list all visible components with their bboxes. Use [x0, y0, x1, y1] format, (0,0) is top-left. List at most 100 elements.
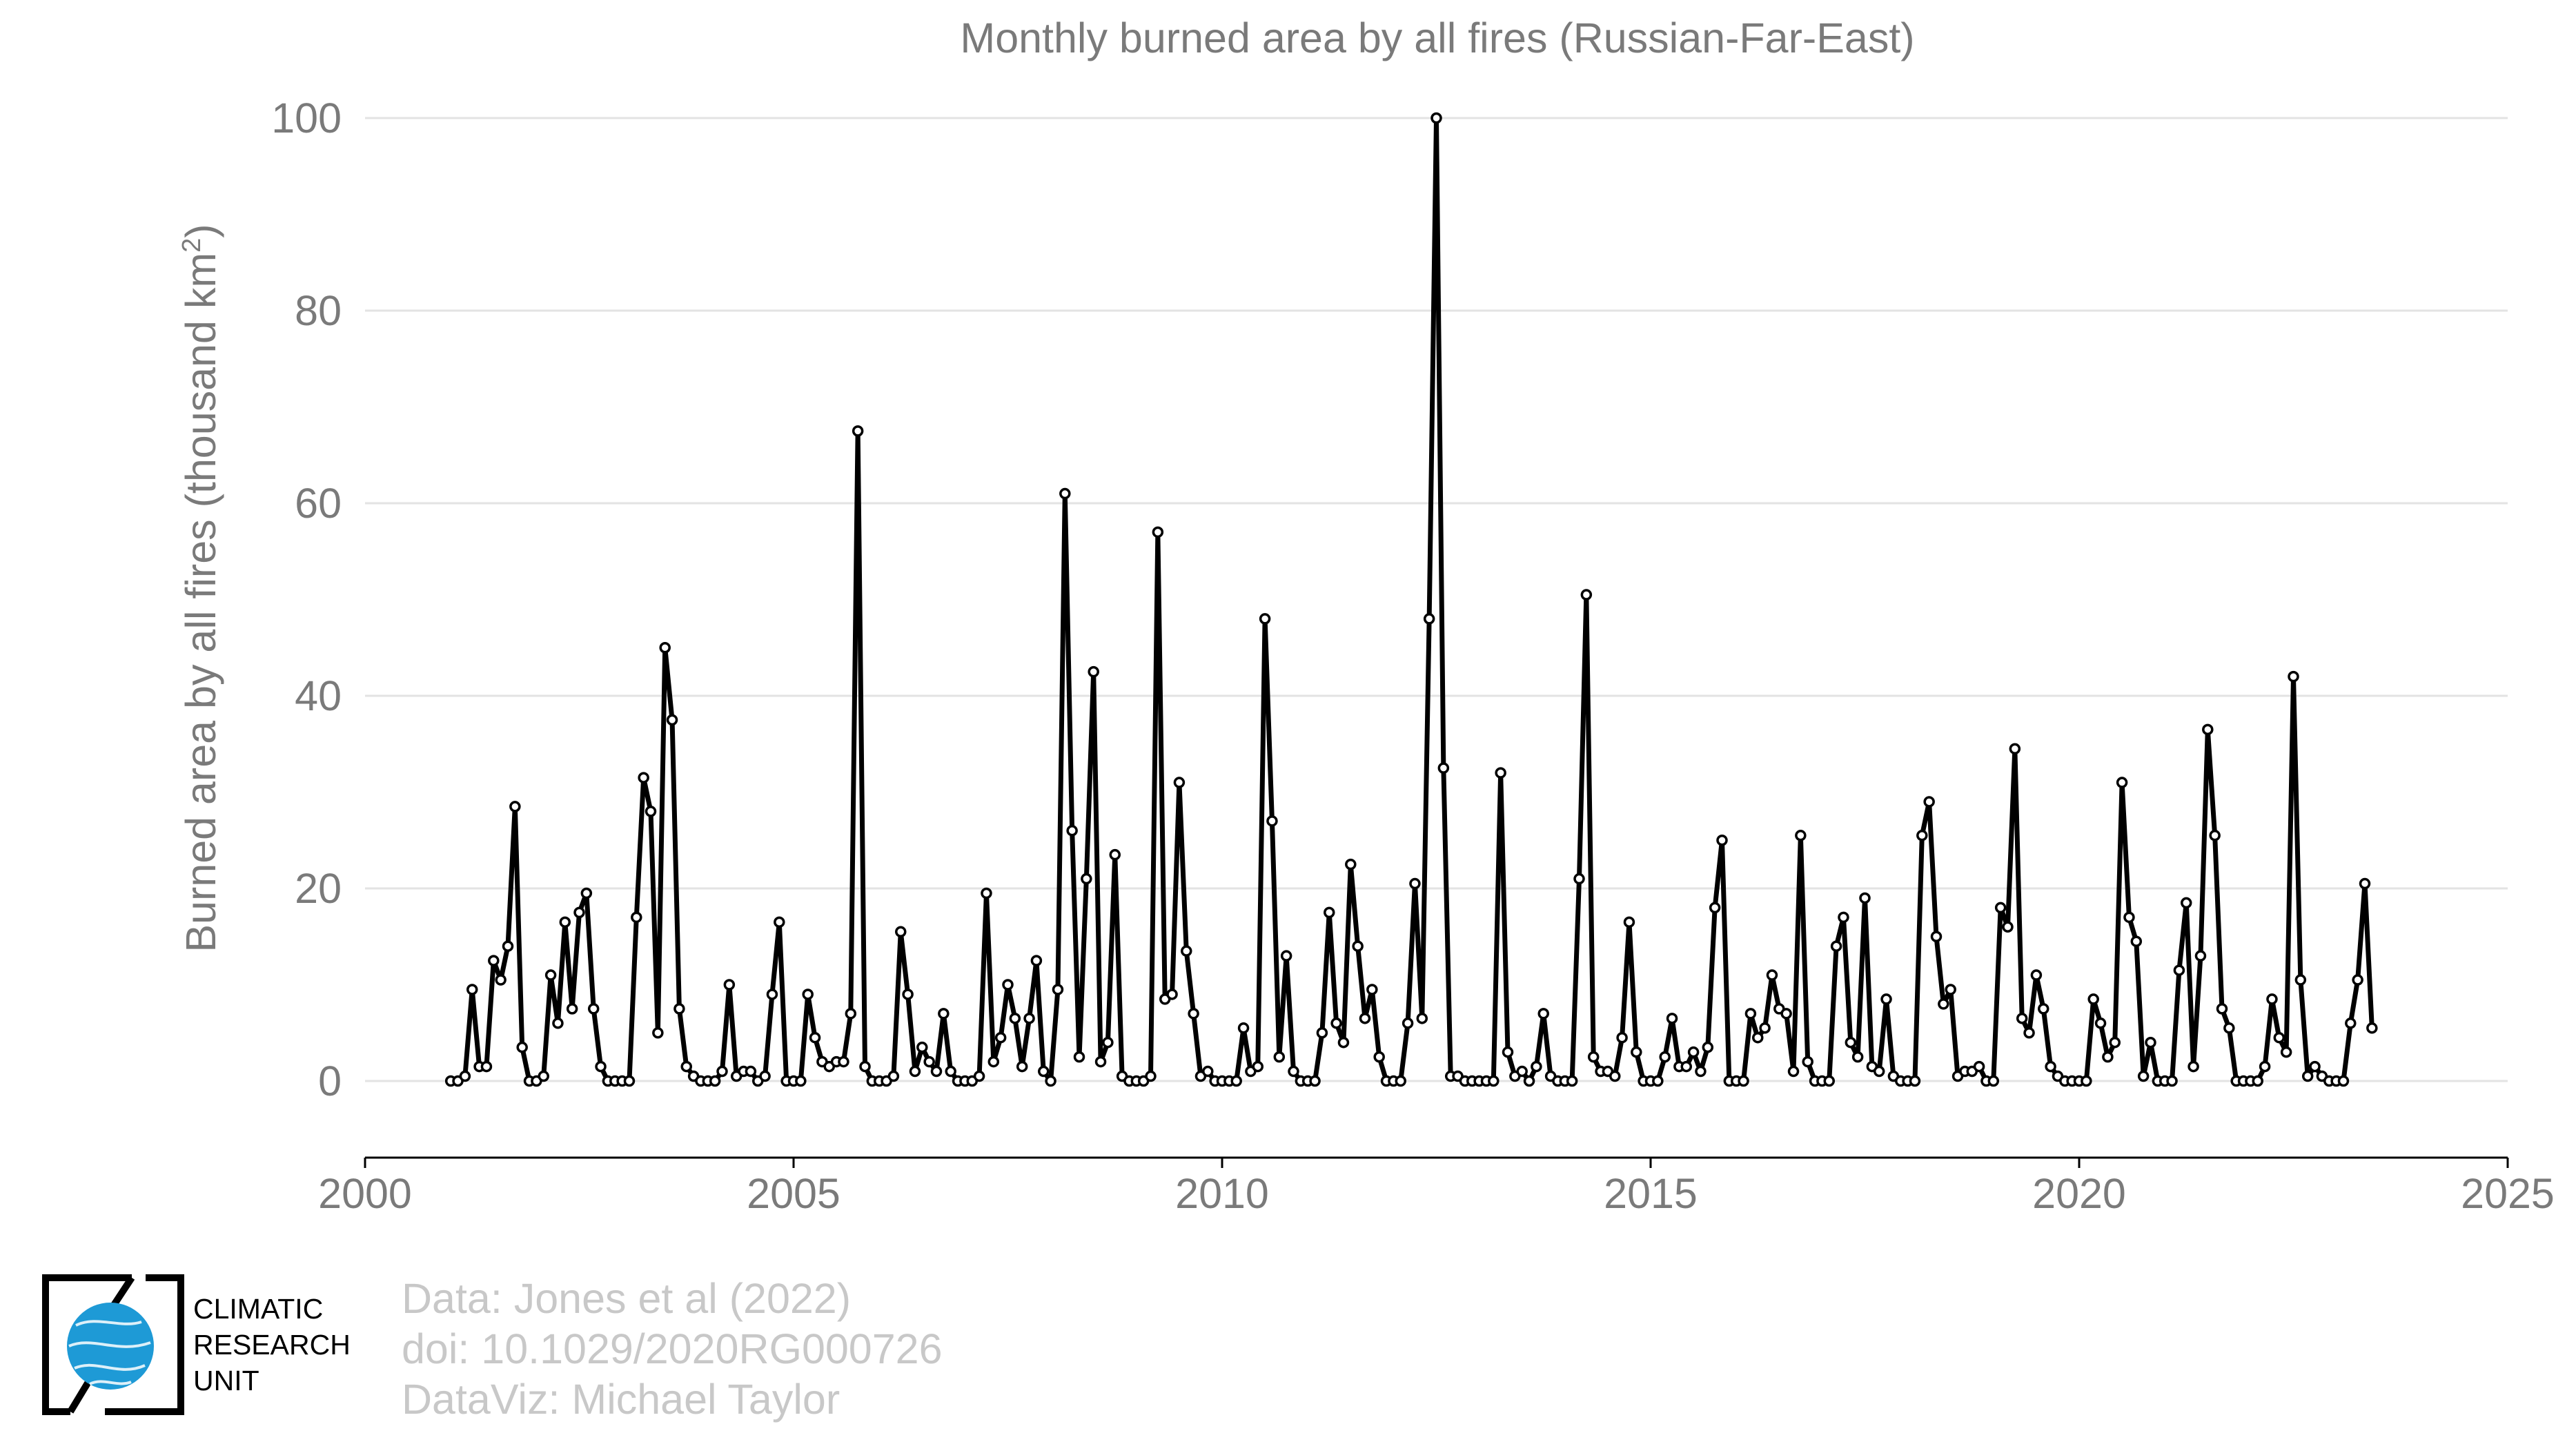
data-point — [2173, 964, 2185, 976]
data-point — [1402, 1017, 1414, 1029]
data-point — [845, 1008, 857, 1020]
data-point — [1016, 1060, 1028, 1073]
data-point — [1795, 830, 1807, 841]
data-point — [1437, 762, 1450, 774]
data-point — [1324, 906, 1335, 919]
x-tick-label: 2020 — [2032, 1170, 2126, 1217]
data-point — [987, 1055, 1000, 1068]
data-point — [1623, 916, 1635, 928]
data-point — [1102, 1036, 1114, 1049]
data-point — [466, 984, 478, 995]
data-point — [1052, 984, 1064, 995]
data-point — [887, 1070, 900, 1082]
data-point — [2123, 911, 2135, 924]
data-point — [623, 1075, 636, 1087]
data-point — [2030, 969, 2043, 981]
data-point — [538, 1070, 549, 1082]
data-point — [1845, 1036, 1857, 1049]
data-point — [1288, 1065, 1299, 1078]
data-point — [2216, 1003, 2228, 1015]
data-point — [659, 642, 671, 654]
data-point — [1659, 1051, 1671, 1063]
data-point — [2266, 993, 2278, 1005]
data-point — [2130, 935, 2143, 947]
y-tick-label: 100 — [271, 95, 342, 142]
y-tick-label: 20 — [295, 865, 342, 912]
y-tick-labels: 0 20 40 60 80 100 — [271, 95, 342, 1104]
data-point — [802, 989, 814, 1000]
data-point — [2223, 1022, 2235, 1034]
data-point — [1759, 1022, 1771, 1034]
data-point — [945, 1065, 956, 1078]
data-point — [2045, 1060, 2056, 1073]
data-point — [1359, 1013, 1371, 1024]
data-point — [2102, 1051, 2114, 1063]
data-point — [1780, 1008, 1792, 1020]
data-point — [1337, 1036, 1350, 1049]
data-point — [909, 1065, 921, 1078]
series-line — [451, 115, 2375, 1084]
data-point — [809, 1031, 821, 1044]
x-tick-label: 2005 — [747, 1170, 840, 1217]
data-point — [973, 1070, 985, 1082]
data-point — [566, 1003, 578, 1015]
data-point — [587, 1003, 600, 1015]
data-point — [1994, 902, 2007, 914]
data-point — [2094, 1017, 2107, 1029]
data-point — [1709, 902, 1721, 914]
data-point — [1938, 998, 1949, 1010]
data-point — [2337, 1075, 2350, 1087]
x-tick-label: 2000 — [318, 1170, 412, 1217]
data-point — [1537, 1008, 1549, 1020]
y-tick-label: 80 — [295, 287, 342, 334]
data-point — [2294, 974, 2307, 986]
data-point — [680, 1060, 692, 1073]
data-point — [1109, 848, 1121, 861]
data-point — [652, 1027, 664, 1039]
data-point — [774, 916, 785, 928]
data-point — [2109, 1036, 2121, 1049]
data-point — [1373, 1051, 1385, 1063]
data-point — [1094, 1055, 1107, 1068]
x-tick-label: 2025 — [2461, 1170, 2555, 1217]
data-point — [1188, 1008, 1199, 1020]
data-points — [444, 112, 2378, 1087]
data-point — [1230, 1075, 1242, 1087]
data-point — [1266, 815, 1278, 827]
data-point — [1030, 955, 1043, 966]
y-tick-label: 0 — [318, 1058, 342, 1104]
data-point — [1830, 940, 1842, 952]
data-point — [1787, 1065, 1800, 1078]
logo-bracket-right — [105, 1274, 184, 1415]
data-point — [1252, 1060, 1264, 1073]
data-point — [1687, 1046, 1700, 1058]
data-point — [1009, 1013, 1021, 1024]
data-point — [2309, 1060, 2321, 1073]
data-point — [852, 425, 864, 437]
data-point — [509, 801, 521, 812]
data-point — [1088, 665, 1099, 678]
data-point — [1823, 1075, 1835, 1087]
globe-swirl — [68, 1320, 151, 1385]
x-tick-label: 2015 — [1604, 1170, 1698, 1217]
data-point — [1523, 1075, 1535, 1087]
data-point — [1987, 1075, 2000, 1087]
data-point — [1488, 1075, 1500, 1087]
data-point — [2166, 1075, 2178, 1087]
data-point — [1859, 892, 1871, 904]
data-point — [1173, 777, 1186, 788]
data-point — [1880, 993, 1892, 1005]
data-point — [1237, 1022, 1250, 1034]
data-point — [495, 974, 507, 986]
y-tick-label: 60 — [295, 480, 342, 527]
data-point — [666, 714, 678, 726]
data-point — [580, 887, 593, 899]
data-point — [2359, 877, 2371, 890]
y-tick-label: 40 — [295, 672, 342, 719]
data-point — [2087, 993, 2099, 1005]
data-point — [1280, 950, 1292, 962]
data-point — [1502, 1046, 1514, 1058]
cru-logo: CLIMATIC RESEARCH UNIT — [42, 1274, 351, 1415]
data-point — [1495, 767, 1506, 779]
data-point — [1066, 825, 1078, 837]
